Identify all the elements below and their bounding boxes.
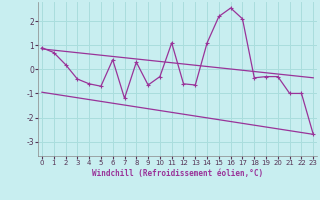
X-axis label: Windchill (Refroidissement éolien,°C): Windchill (Refroidissement éolien,°C) [92,169,263,178]
